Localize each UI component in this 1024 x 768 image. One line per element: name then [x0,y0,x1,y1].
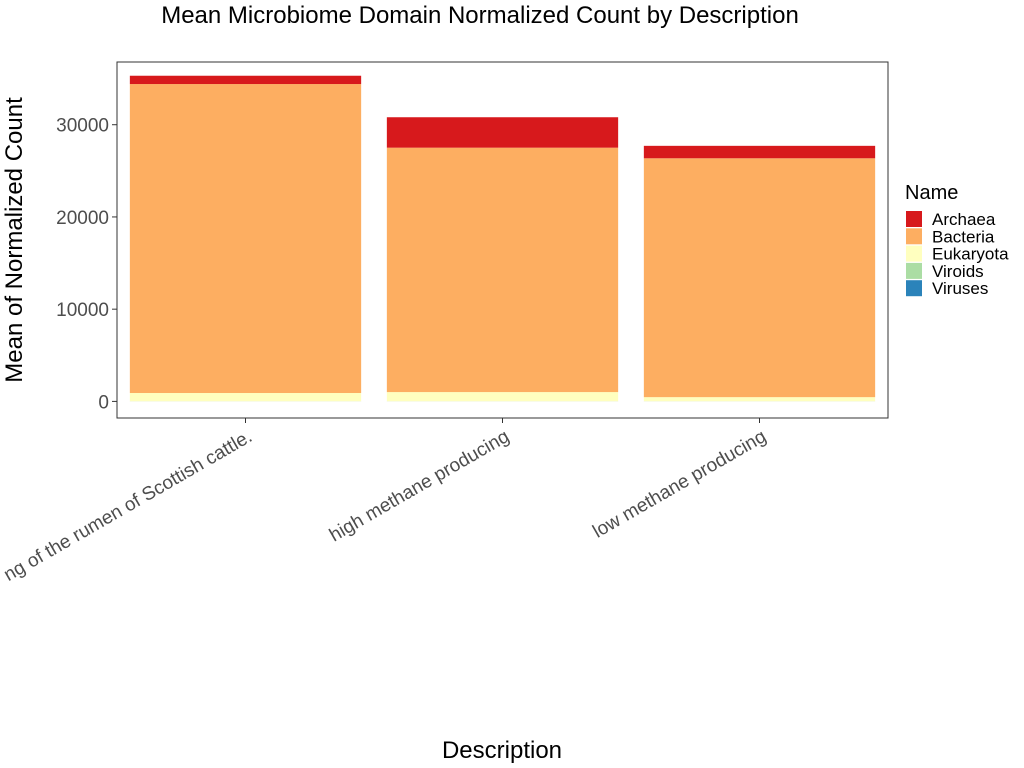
bar-segment-archaea [129,75,362,85]
legend-key-bacteria [906,228,922,245]
x-tick-label: ng of the rumen of Scottish cattle. [0,426,256,586]
y-tick-label: 30000 [56,116,109,137]
legend-label-bacteria: Bacteria [932,227,995,246]
legend-key-viroids [906,262,922,279]
x-tick-label: high methane producing [326,426,513,546]
legend-label-viroids: Viroids [932,262,984,281]
y-axis: 0 10000 20000 30000 [56,116,117,413]
legend-label-archaea: Archaea [932,210,996,229]
bar-segment-archaea [386,117,619,148]
bar-segment-bacteria [129,84,362,394]
x-axis: ng of the rumen of Scottish cattle. high … [0,418,770,586]
bar-segment-bacteria [386,147,619,393]
y-tick-label: 0 [98,392,109,413]
y-axis-title: Mean of Normalized Count [1,97,28,383]
legend-title: Name [905,182,958,204]
y-tick-label: 10000 [56,300,109,321]
bar-segment-eukaryota [643,397,876,402]
y-tick-label: 20000 [56,208,109,229]
legend-key-viruses [906,280,922,297]
bar-segment-bacteria [643,158,876,398]
bar-segment-eukaryota [129,393,362,402]
legend-key-eukaryota [906,245,922,262]
chart-title: Mean Microbiome Domain Normalized Count … [161,2,799,29]
x-axis-title: Description [442,737,562,764]
plot-area [129,75,876,402]
bar-segment-eukaryota [386,392,619,402]
legend-label-eukaryota: Eukaryota [932,245,1009,264]
legend-key-archaea [906,211,922,227]
legend: Name ArchaeaBacteriaEukaryotaViroidsViru… [905,182,1009,298]
x-tick-label: low methane producing [589,426,770,542]
bar-segment-archaea [643,145,876,159]
legend-label-viruses: Viruses [932,279,988,298]
